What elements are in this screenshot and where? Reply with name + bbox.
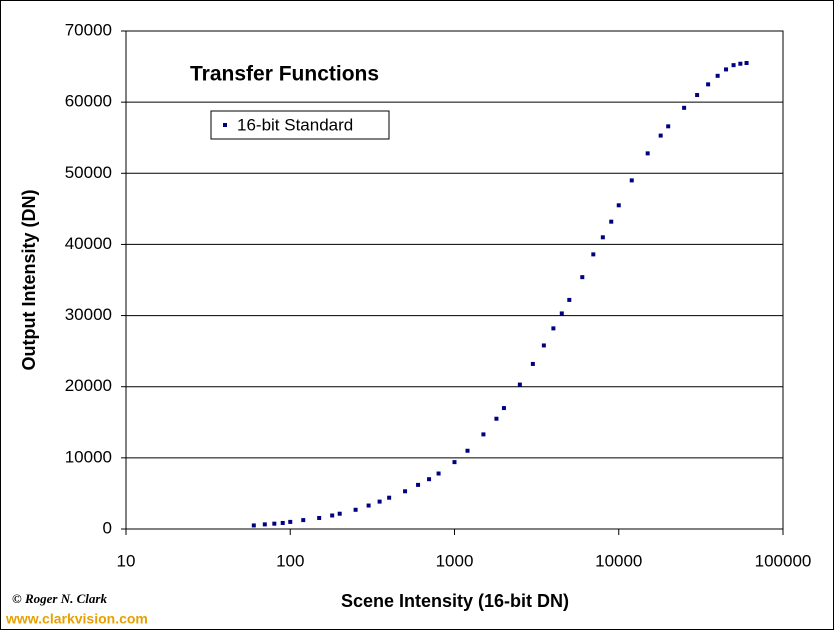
data-point [301,518,306,523]
x-axis-title: Scene Intensity (16-bit DN) [341,591,569,611]
data-point [481,432,486,437]
data-point [262,522,267,527]
data-point [744,61,749,66]
plot-background [126,31,783,529]
data-point [580,275,585,280]
legend-box [210,110,390,140]
y-tick-label: 60000 [65,92,112,111]
y-tick-label: 30000 [65,305,112,324]
data-point [600,235,605,240]
chart-title: Transfer Functions [190,63,379,86]
data-point [452,460,457,465]
data-point [403,489,408,494]
data-point [337,511,342,516]
data-point [330,513,335,518]
data-point [280,520,285,525]
data-point [272,521,277,526]
data-point [682,105,687,110]
data-point [251,523,256,528]
data-point [436,471,441,476]
data-point [366,503,371,508]
data-point [416,482,421,487]
y-tick-label: 10000 [65,447,112,466]
y-tick-label: 40000 [65,234,112,253]
data-point [494,416,499,421]
x-tick-label: 10000 [595,551,642,570]
y-tick-label: 50000 [65,163,112,182]
data-point [724,67,729,72]
data-point [609,219,614,224]
data-point [645,151,650,156]
data-point [559,311,564,316]
data-point [715,73,720,78]
data-point [658,133,663,138]
data-point [288,519,293,524]
data-point [666,124,671,129]
y-tick-label: 0 [103,518,112,537]
y-axis-title: Output Intensity (DN) [19,190,39,371]
data-point [731,63,736,68]
y-tick-label: 20000 [65,376,112,395]
data-point [738,61,743,66]
x-tick-label: 100000 [755,551,812,570]
data-point [427,477,432,482]
x-tick-label: 100 [276,551,304,570]
data-point [530,361,535,366]
data-point [551,326,556,331]
plot-frame [125,30,784,530]
data-point [353,507,358,512]
data-point [695,93,700,98]
data-point [517,382,522,387]
data-point [541,343,546,348]
legend-marker [223,123,227,127]
data-point [629,178,634,183]
x-tick-label: 10 [117,551,136,570]
data-point [706,82,711,87]
data-point [465,448,470,453]
data-point [387,495,392,500]
data-point [501,406,506,411]
credit: © Roger N. Clark [12,591,107,606]
data-point [591,252,596,257]
legend-label: 16-bit Standard [237,115,353,134]
x-tick-label: 1000 [436,551,474,570]
y-tick-label: 70000 [65,20,112,39]
data-point [317,515,322,520]
website: www.clarkvision.com [5,611,148,627]
data-point [567,297,572,302]
data-point [377,499,382,504]
data-point [616,203,621,208]
